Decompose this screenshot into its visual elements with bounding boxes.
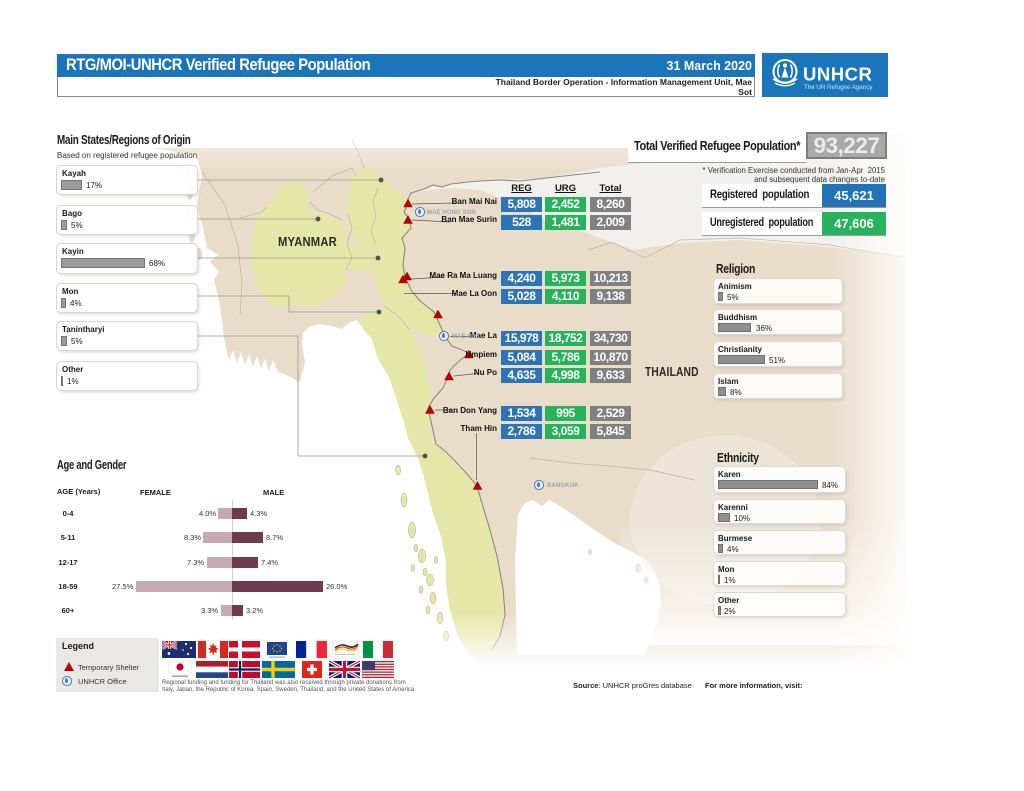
svg-text:UNHCR: UNHCR xyxy=(803,64,872,85)
svg-text:The UN Refugee Agency: The UN Refugee Agency xyxy=(804,84,873,91)
